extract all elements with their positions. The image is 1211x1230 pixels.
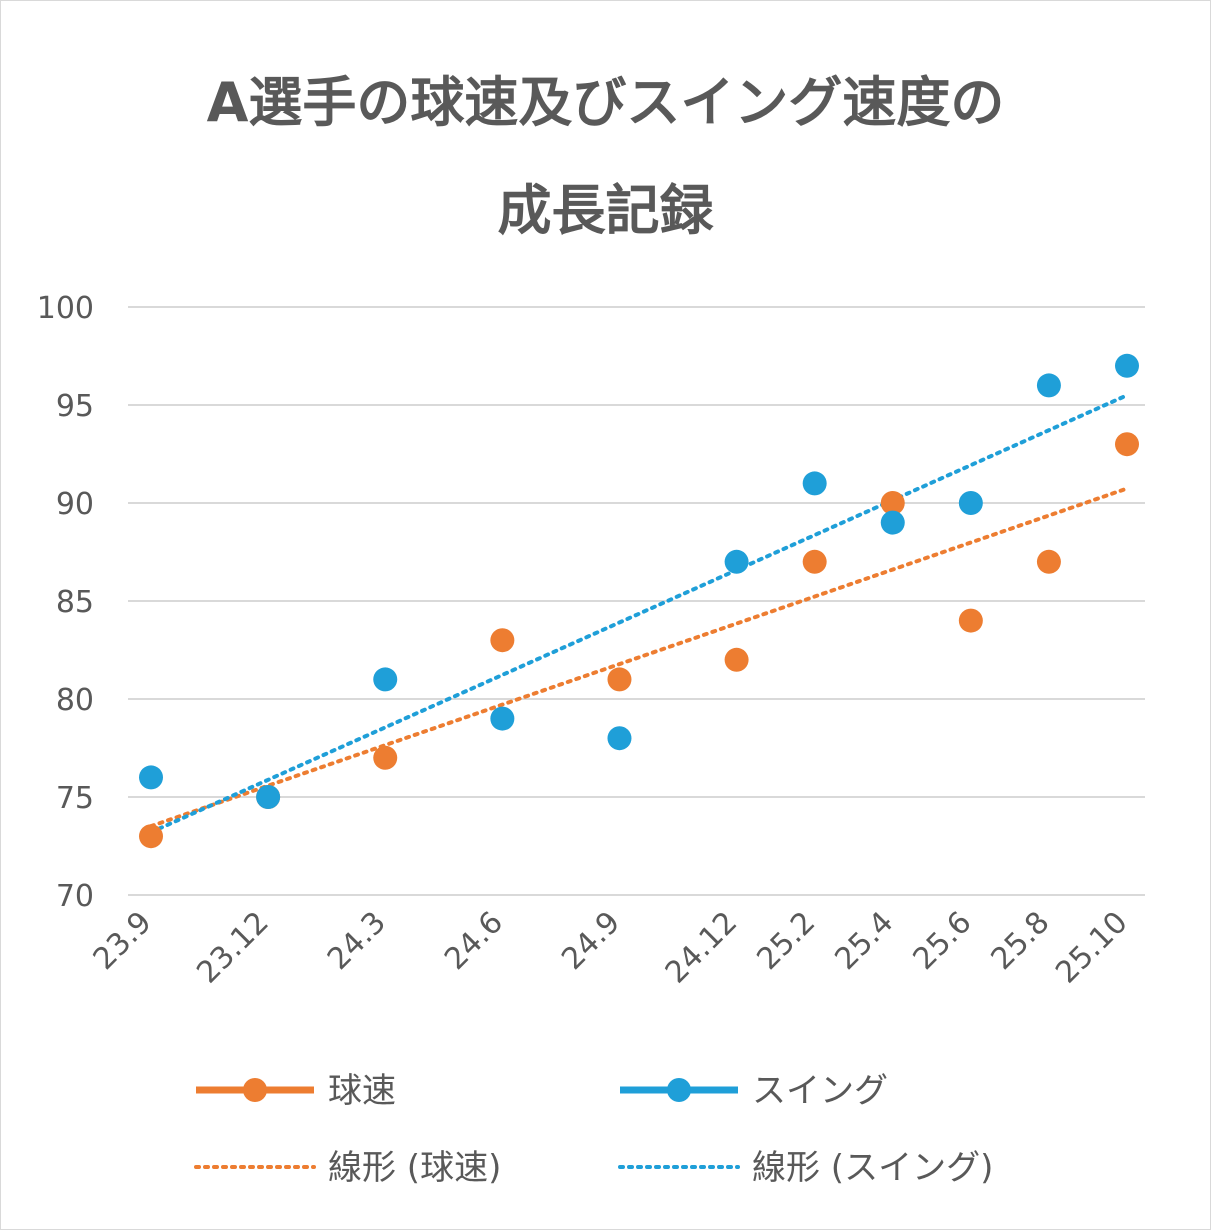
y-tick-label: 80 [56, 683, 94, 718]
chart-title-line2: 成長記録 [497, 179, 714, 242]
data-point-series-1 [256, 785, 281, 809]
data-point-series-1 [373, 667, 398, 692]
x-tick-label: 24.6 [438, 905, 510, 977]
data-point-series-1 [880, 510, 905, 535]
data-points [139, 353, 1139, 849]
y-tick-label: 85 [56, 585, 94, 620]
data-point-series-0 [1115, 432, 1139, 457]
data-point-series-1 [490, 706, 515, 731]
legend-label: 球速 [328, 1071, 396, 1111]
chart-title-line1: A選手の球速及びスイング速度の [206, 71, 1005, 134]
legend-label: 線形 (球速) [328, 1148, 501, 1188]
trendlines [149, 393, 1129, 835]
legend-marker [243, 1078, 267, 1102]
legend-item: 線形 (球速) [194, 1148, 501, 1188]
trendline [149, 486, 1129, 829]
data-point-series-1 [802, 471, 827, 496]
x-tick-label: 24.9 [555, 905, 627, 977]
data-point-series-1 [958, 491, 983, 515]
trendline [149, 393, 1129, 835]
x-tick-label: 25.2 [750, 905, 822, 977]
x-tick-label: 25.10 [1049, 905, 1134, 990]
data-point-series-0 [607, 667, 632, 692]
x-axis-labels: 23.9 23.12 24.3 24.6 24.9 24.12 25.2 25.4 25.6 25… [87, 905, 1135, 990]
data-point-series-0 [802, 549, 827, 574]
x-tick-label: 24.3 [321, 905, 393, 977]
legend-label: スイング [752, 1071, 888, 1111]
x-tick-label: 23.12 [190, 905, 275, 990]
legend-item: 線形 (スイング) [618, 1148, 993, 1188]
legend-item: スイング [620, 1071, 888, 1111]
data-point-series-0 [490, 628, 515, 653]
data-point-series-1 [139, 765, 163, 790]
x-tick-label: 25.6 [907, 905, 979, 977]
y-tick-label: 75 [56, 781, 94, 816]
data-point-series-0 [724, 647, 749, 672]
x-tick-label: 24.12 [659, 905, 744, 990]
x-tick-label: 25.8 [985, 905, 1057, 977]
x-tick-label: 23.9 [87, 905, 159, 977]
data-point-series-1 [1115, 353, 1139, 378]
data-point-series-0 [139, 824, 163, 849]
y-axis-labels: 70 75 80 85 90 95 100 [37, 291, 94, 914]
data-point-series-1 [607, 726, 632, 751]
data-point-series-1 [1036, 373, 1061, 398]
gridlines [128, 306, 1145, 896]
x-tick-label: 25.4 [828, 905, 900, 977]
legend-marker [667, 1078, 691, 1102]
y-tick-label: 90 [56, 487, 94, 522]
data-point-series-0 [373, 745, 398, 770]
legend-label: 線形 (スイング) [752, 1148, 993, 1188]
legend-item: 球速 [196, 1071, 396, 1111]
data-point-series-0 [958, 608, 983, 633]
y-tick-label: 100 [37, 291, 94, 326]
data-point-series-0 [1036, 549, 1061, 574]
data-point-series-0 [880, 491, 905, 515]
data-point-series-1 [724, 549, 749, 574]
y-tick-label: 70 [56, 879, 94, 914]
y-tick-label: 95 [56, 389, 94, 424]
